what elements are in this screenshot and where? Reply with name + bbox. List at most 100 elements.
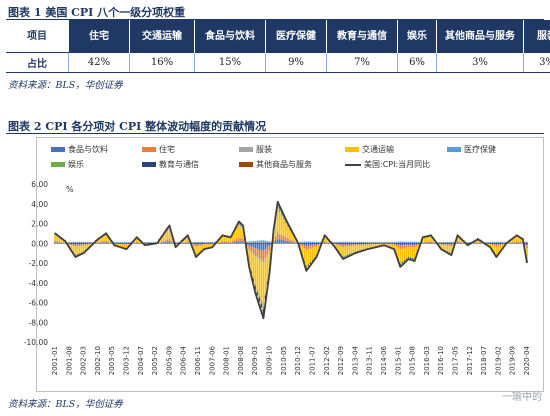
bar-segment — [307, 265, 310, 267]
bar-segment — [350, 243, 353, 245]
bar-segment — [452, 243, 455, 245]
bar-segment — [217, 240, 220, 243]
bar-segment — [417, 241, 420, 244]
bar-segment — [409, 257, 412, 259]
legend-label: 娱乐 — [68, 160, 84, 169]
bar-segment — [493, 241, 496, 244]
legend-swatch — [51, 162, 65, 167]
bar-segment — [468, 242, 471, 244]
bar-segment — [121, 241, 124, 244]
bar-segment — [364, 243, 367, 244]
bar-segment — [207, 243, 210, 245]
x-tick-label: 2009-03 — [251, 346, 259, 375]
bar-segment — [325, 238, 328, 242]
bar-segment — [524, 244, 526, 246]
bar-segment — [348, 254, 351, 255]
bar-segment — [362, 243, 365, 245]
bar-segment — [458, 241, 461, 243]
bar-segment — [450, 244, 453, 247]
bar-segment — [101, 237, 103, 242]
bar-segment — [526, 248, 528, 260]
bar-segment — [403, 260, 406, 262]
bar-segment — [238, 238, 240, 242]
bar-segment — [358, 241, 361, 244]
bar-segment — [307, 245, 310, 250]
legend-item: 服装 — [239, 144, 272, 155]
bar-segment — [415, 246, 418, 254]
bar-segment — [233, 239, 236, 242]
bar-segment — [426, 242, 428, 244]
bar-segment — [258, 249, 261, 259]
bar-segment — [274, 236, 277, 237]
bar-segment — [213, 242, 216, 244]
bar-segment — [289, 229, 291, 240]
x-tick-label: 2006-04 — [180, 345, 188, 375]
bar-segment — [276, 232, 279, 234]
bar-segment — [374, 244, 377, 247]
bar-segment — [440, 243, 442, 245]
legend-line — [345, 163, 361, 166]
bar-segment — [70, 243, 73, 245]
bar-segment — [197, 246, 199, 254]
bar-segment — [311, 245, 314, 248]
x-tick-label: 2016-10 — [437, 346, 445, 375]
bar-segment — [86, 241, 89, 244]
bar-segment — [358, 243, 361, 245]
bar-segment — [344, 247, 346, 256]
bar-segment — [199, 243, 201, 245]
bar-segment — [305, 243, 308, 247]
bar-segment — [426, 241, 428, 243]
bar-segment — [432, 238, 434, 242]
bar-segment — [274, 236, 277, 241]
bar-segment — [231, 242, 234, 244]
bar-segment — [123, 243, 126, 245]
bar-segment — [352, 246, 355, 253]
bar-segment — [72, 243, 75, 245]
bar-segment — [491, 241, 494, 244]
bar-segment — [184, 241, 187, 243]
bar-segment — [264, 240, 267, 244]
bar-segment — [278, 239, 281, 244]
bar-segment — [66, 242, 69, 244]
bar-segment — [524, 243, 526, 245]
bar-segment — [340, 243, 342, 245]
bar-segment — [401, 241, 404, 244]
y-tick-label: -8.00 — [29, 318, 49, 327]
bar-segment — [381, 243, 383, 246]
bar-segment — [260, 243, 263, 251]
bar-segment — [119, 244, 122, 247]
legend-label: 食品与饮料 — [68, 145, 108, 154]
bar-segment — [285, 240, 287, 244]
y-tick-label: 6.00 — [31, 180, 48, 189]
bar-segment — [305, 249, 308, 251]
bar-segment — [401, 261, 404, 263]
bar-segment — [362, 243, 365, 244]
bar-segment — [256, 243, 259, 249]
bar-segment — [280, 239, 283, 244]
bar-segment — [211, 241, 214, 244]
bar-segment — [377, 244, 379, 247]
bar-segment — [397, 241, 400, 244]
bar-segment — [250, 251, 252, 271]
bar-segment — [311, 241, 314, 244]
legend-label: 交通运输 — [362, 145, 394, 154]
bar-segment — [254, 286, 257, 289]
bar-segment — [258, 300, 261, 302]
bar-segment — [440, 241, 442, 244]
bar-segment — [311, 248, 314, 260]
bar-segment — [97, 242, 99, 243]
bar-segment — [256, 257, 259, 291]
bar-segment — [411, 241, 414, 244]
bar-segment — [250, 250, 252, 252]
legend-label: 医疗保健 — [464, 145, 496, 154]
bar-segment — [236, 241, 238, 244]
bar-segment — [348, 243, 351, 245]
bar-segment — [193, 243, 195, 245]
bar-segment — [229, 238, 232, 242]
bar-segment — [517, 241, 520, 243]
bar-segment — [391, 241, 393, 244]
bar-segment — [240, 226, 242, 239]
bar-segment — [250, 243, 252, 247]
bar-segment — [327, 240, 330, 243]
bar-segment — [379, 241, 381, 244]
